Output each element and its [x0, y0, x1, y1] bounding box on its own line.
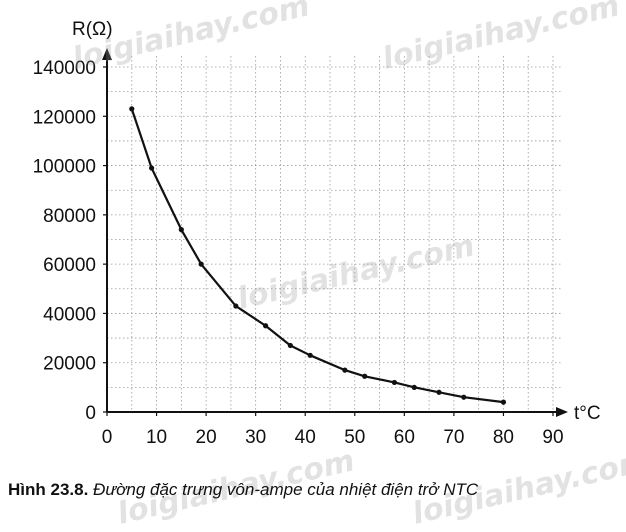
grid — [106, 56, 562, 413]
tick-labels: 0 10 20 30 40 50 60 70 80 90 0 20000 40000 60000 80000… — [33, 58, 564, 448]
axes — [102, 48, 568, 417]
data-series — [129, 106, 507, 405]
y-axis-arrow — [102, 48, 112, 60]
data-point — [307, 352, 313, 358]
x-tick-label: 40 — [295, 427, 316, 448]
x-tick-label: 80 — [493, 427, 514, 448]
y-tick-label: 40000 — [43, 304, 96, 325]
x-tick-label: 60 — [394, 427, 415, 448]
x-tick-label: 90 — [542, 427, 563, 448]
data-point — [178, 227, 184, 233]
series-line — [130, 108, 504, 404]
x-tick-label: 50 — [344, 427, 365, 448]
figure-caption: Hình 23.8. Đường đặc trưng vôn-ampe của … — [8, 480, 618, 500]
data-point — [362, 373, 368, 379]
y-tick-label: 120000 — [33, 107, 96, 128]
y-tick-label: 0 — [85, 403, 96, 424]
x-axis-arrow — [556, 407, 568, 417]
x-tick-label: 10 — [146, 427, 167, 448]
x-tick-label: 30 — [245, 427, 266, 448]
x-tick-label: 70 — [443, 427, 464, 448]
chart-svg: 0 10 20 30 40 50 60 70 80 90 0 20000 40000 60000 80000… — [33, 19, 601, 448]
data-point — [262, 323, 269, 329]
data-point — [391, 379, 398, 386]
data-point — [287, 342, 293, 349]
x-tick-label: 20 — [196, 427, 217, 448]
data-point — [198, 261, 204, 267]
y-axis-label: R(Ω) — [72, 19, 113, 40]
x-axis-label: t°C — [574, 403, 601, 424]
y-tick-label: 60000 — [43, 255, 96, 276]
y-tick-label: 20000 — [43, 354, 96, 375]
data-point — [129, 106, 135, 112]
y-tick-label: 80000 — [43, 206, 96, 227]
caption-label: Hình 23.8. — [8, 480, 89, 499]
data-point — [233, 303, 239, 309]
data-point — [436, 389, 442, 395]
y-tick-label: 140000 — [33, 58, 96, 79]
data-point — [500, 399, 507, 405]
caption-text: Đường đặc trưng vôn-ampe của nhiệt điện … — [93, 480, 479, 499]
data-point — [411, 384, 417, 390]
data-point — [342, 367, 348, 373]
x-tick-label: 0 — [102, 427, 113, 448]
data-point — [149, 165, 155, 171]
y-tick-label: 100000 — [33, 157, 96, 178]
data-point — [461, 394, 467, 400]
